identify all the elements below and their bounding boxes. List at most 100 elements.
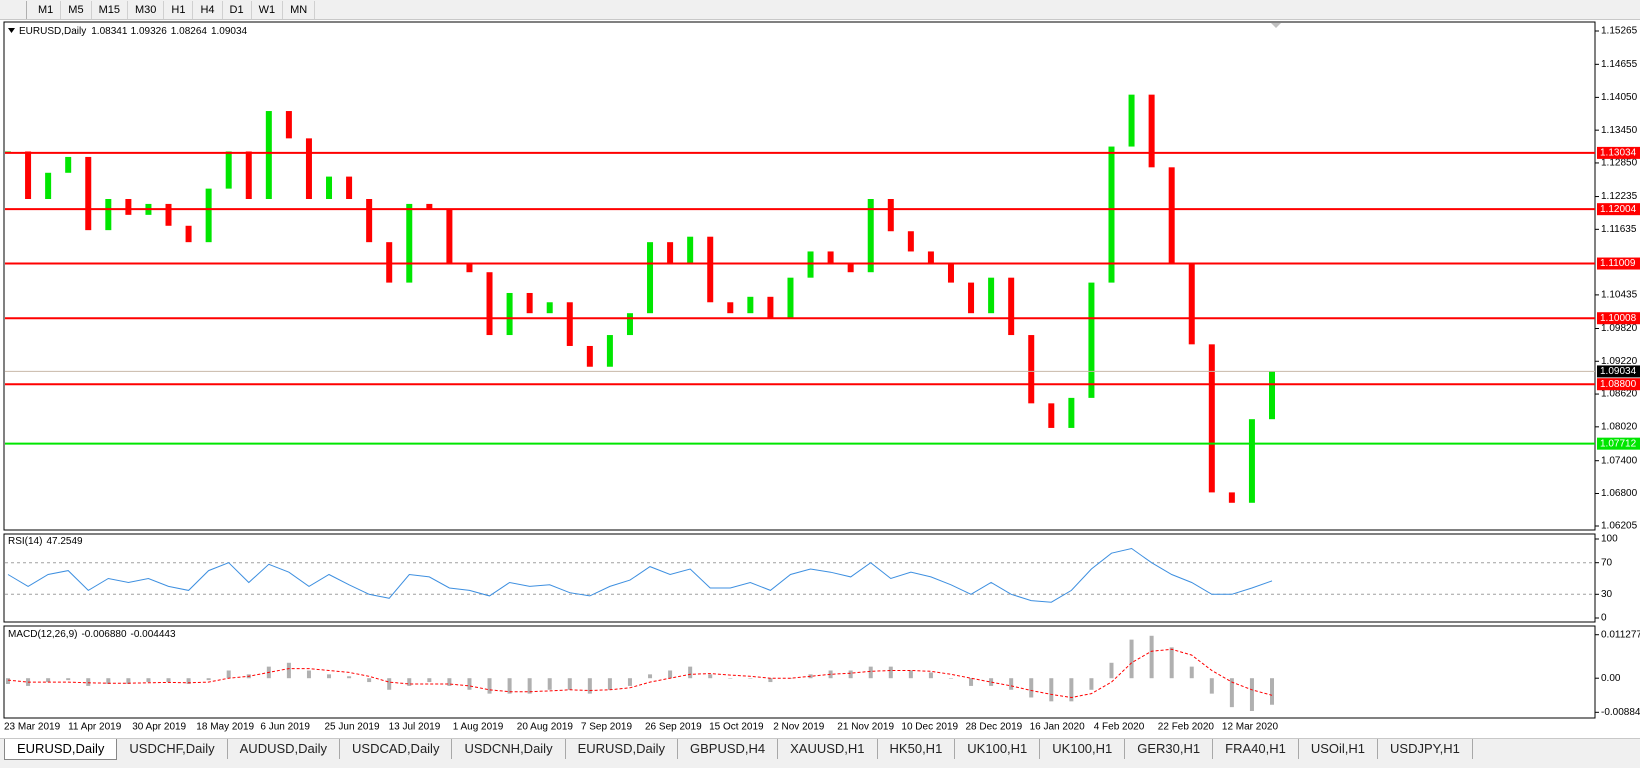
candle xyxy=(1128,94,1135,147)
candle xyxy=(285,111,292,139)
collapse-arrow[interactable] xyxy=(8,28,15,33)
macd-bar xyxy=(1009,678,1014,690)
candle xyxy=(326,176,333,200)
candle xyxy=(626,313,633,336)
macd-bar xyxy=(848,670,853,679)
chart-tabs: EURUSD,Daily USDCHF,Daily AUDUSD,Daily USDC… xyxy=(0,738,1640,768)
y-tick-label: 1.06205 xyxy=(1601,521,1638,532)
x-tick-label: 12 Mar 2020 xyxy=(1222,722,1279,733)
candle xyxy=(687,236,694,265)
x-tick-label: 30 Apr 2019 xyxy=(132,722,186,733)
chart-tab[interactable]: EURUSD,Daily xyxy=(566,739,678,759)
chart-tab[interactable]: HK50,H1 xyxy=(878,739,956,759)
macd-bar xyxy=(908,670,913,679)
macd-bar xyxy=(928,672,933,679)
candle xyxy=(25,151,32,200)
y-tick-label: 1.13450 xyxy=(1601,125,1638,136)
timeframe-button[interactable]: MN xyxy=(283,0,316,19)
timeframe-button[interactable]: M5 xyxy=(61,0,92,19)
macd-bar xyxy=(487,678,492,694)
macd-bar xyxy=(86,678,91,686)
candle xyxy=(1168,167,1175,265)
macd-bar xyxy=(627,678,632,686)
macd-bar xyxy=(748,678,753,679)
candle xyxy=(486,272,493,336)
macd-bar xyxy=(146,678,151,683)
timeframe-button[interactable]: D1 xyxy=(223,0,252,19)
macd-bar xyxy=(407,678,412,686)
y-tick-label: 70 xyxy=(1601,557,1613,568)
chart-tab[interactable]: USOil,H1 xyxy=(1299,739,1379,759)
x-tick-label: 11 Apr 2019 xyxy=(68,722,122,733)
main-panel xyxy=(3,21,1596,531)
y-tick-label: 1.08620 xyxy=(1601,389,1638,400)
macd-bar xyxy=(6,678,10,684)
macd-bar xyxy=(1089,678,1094,690)
x-tick-label: 10 Dec 2019 xyxy=(901,722,958,733)
macd-title: MACD(12,26,9) xyxy=(8,629,77,640)
chart-tab[interactable]: USDJPY,H1 xyxy=(1378,739,1473,759)
candle xyxy=(606,335,613,367)
macd-bar xyxy=(728,678,733,679)
candle xyxy=(847,264,854,273)
candle xyxy=(1248,419,1255,503)
macd-bar xyxy=(527,678,532,694)
close: 1.09034 xyxy=(211,26,248,37)
candle xyxy=(1068,397,1075,428)
level-label-bg xyxy=(1597,378,1640,391)
x-tick-label: 13 Jul 2019 xyxy=(389,722,441,733)
macd-bar xyxy=(648,674,653,679)
macd-bar xyxy=(668,670,673,679)
candle xyxy=(1088,282,1095,398)
timeframe-button[interactable]: W1 xyxy=(252,0,284,19)
candle xyxy=(466,264,473,273)
chart-tab[interactable]: AUDUSD,Daily xyxy=(228,739,341,759)
level-label-bg xyxy=(1597,146,1640,159)
symbol: EURUSD,Daily xyxy=(19,26,86,37)
level-label: 1.09034 xyxy=(1600,366,1637,377)
timeframe-button[interactable]: M30 xyxy=(128,0,165,19)
x-tick-label: 16 Jan 2020 xyxy=(1030,722,1085,733)
timeframe-toolbar: M1 M5 M15 M30 H1 H4 D1 W1 MN xyxy=(0,0,1640,20)
chart-tab[interactable]: FRA40,H1 xyxy=(1213,739,1299,759)
y-tick-label: 1.09820 xyxy=(1601,323,1638,334)
timeframe-button[interactable]: M1 xyxy=(31,0,62,19)
level-label-bg xyxy=(1597,437,1640,450)
y-tick-label: 1.06800 xyxy=(1601,488,1638,499)
level-label: 1.08800 xyxy=(1600,379,1637,390)
chart-tab[interactable]: USDCNH,Daily xyxy=(452,739,566,759)
chart-tab[interactable]: UK100,H1 xyxy=(955,739,1041,759)
macd-bar xyxy=(1149,635,1154,679)
chart-tab[interactable]: GBPUSD,H4 xyxy=(678,739,779,759)
candle xyxy=(105,199,112,231)
macd-bar xyxy=(226,670,231,679)
macd-bar xyxy=(507,678,512,694)
macd-bar xyxy=(1169,647,1174,679)
shift-marker xyxy=(1271,23,1281,28)
timeframe-button[interactable]: M15 xyxy=(92,0,128,19)
chart-tab[interactable]: USDCHF,Daily xyxy=(117,739,228,759)
x-tick-label: 18 May 2019 xyxy=(196,722,254,733)
macd-bar xyxy=(1049,678,1054,702)
rsi-last: 47.2549 xyxy=(46,536,83,547)
candle xyxy=(988,277,995,314)
macd-bar xyxy=(1109,662,1114,679)
chart-tab[interactable]: XAUUSD,H1 xyxy=(778,739,878,759)
toolbar-icon[interactable] xyxy=(0,0,27,19)
timeframe-button[interactable]: H1 xyxy=(164,0,194,19)
low: 1.08264 xyxy=(171,26,208,37)
timeframe-button[interactable]: H4 xyxy=(193,0,223,19)
y-tick-label: 0.00 xyxy=(1601,673,1621,684)
chart-tab[interactable]: UK100,H1 xyxy=(1040,739,1126,759)
macd-bar xyxy=(467,678,472,690)
chart-tab[interactable]: GER30,H1 xyxy=(1125,739,1214,759)
macd-last: -0.006880 xyxy=(81,629,126,640)
candle xyxy=(446,209,453,265)
chart-tab[interactable]: EURUSD,Daily xyxy=(4,739,118,760)
candle xyxy=(1148,94,1155,168)
high: 1.09326 xyxy=(131,26,168,37)
candle xyxy=(968,282,975,314)
chart-tab[interactable]: USDCAD,Daily xyxy=(340,739,453,759)
x-tick-label: 2 Nov 2019 xyxy=(773,722,825,733)
